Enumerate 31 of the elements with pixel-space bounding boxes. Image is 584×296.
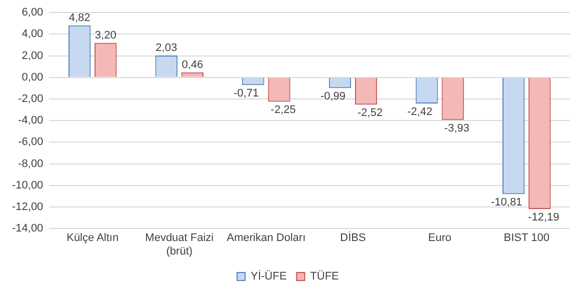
x-tick-label: Amerikan Doları <box>226 232 306 244</box>
data-label: 2,03 <box>156 42 178 54</box>
y-tick-label: 2,00 <box>22 50 44 62</box>
data-label: -0,71 <box>234 88 259 100</box>
x-tick-label: Külçe Altın <box>66 232 119 244</box>
data-label: 3,20 <box>94 29 116 42</box>
x-tick-label: Euro <box>428 232 452 244</box>
y-tick-label: -6,00 <box>18 136 44 148</box>
data-label: -2,52 <box>357 107 383 120</box>
data-label: -12,19 <box>528 212 560 224</box>
y-tick-label: -4,00 <box>18 114 44 127</box>
x-tick-label: DİBS <box>340 231 366 244</box>
data-label: -2,42 <box>407 106 432 118</box>
y-tick-label: -10,00 <box>12 179 44 192</box>
data-label: 0,46 <box>182 58 204 71</box>
y-tick-label: 6,00 <box>22 6 44 19</box>
data-label: -2,25 <box>270 104 296 116</box>
data-label: -10,81 <box>490 196 522 209</box>
x-tick-label: BIST 100 <box>504 232 550 244</box>
x-tick-label: Mevduat Faizi (brüt) <box>145 232 214 258</box>
data-label: 4,82 <box>68 12 90 24</box>
legend-label: Yİ-ÜFE <box>250 270 287 283</box>
legend-label: TÜFE <box>310 270 339 283</box>
y-tick-label: 4,00 <box>22 28 44 40</box>
y-tick-label: -12,00 <box>12 201 44 214</box>
y-tick-label: -2,00 <box>18 93 44 106</box>
y-tick-label: 0,00 <box>22 71 44 84</box>
y-tick-label: -8,00 <box>18 158 44 170</box>
data-label: -3,93 <box>444 122 470 134</box>
data-label: -0,99 <box>320 90 346 103</box>
y-tick-label: -14,00 <box>12 222 44 235</box>
